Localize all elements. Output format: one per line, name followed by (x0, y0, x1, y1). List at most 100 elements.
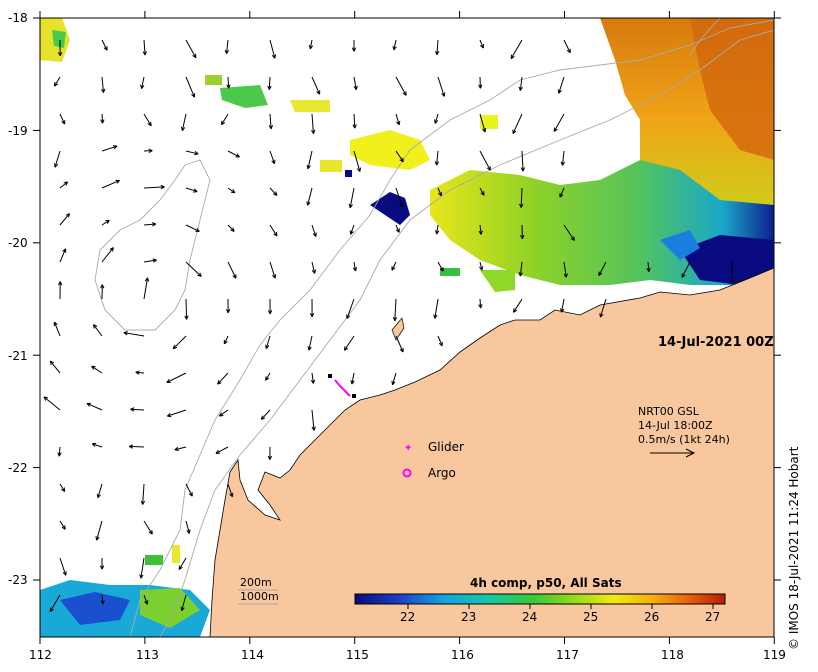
contour-200m-label: 200m (240, 576, 272, 589)
current-arrow-head (269, 310, 273, 315)
current-arrow (599, 298, 607, 318)
current-arrow-head (148, 148, 153, 152)
current-arrow (101, 219, 110, 226)
current-arrow-head (219, 412, 222, 417)
glider-icon: ✦ (404, 443, 412, 454)
current-arrow-head (353, 86, 357, 90)
current-arrow-head (310, 379, 314, 384)
current-arrow (140, 557, 145, 579)
current-arrow-head (348, 203, 351, 208)
current-arrow-head (436, 51, 440, 56)
current-arrow-head (435, 50, 438, 55)
current-arrow-head (480, 230, 483, 235)
current-arrow-head (106, 220, 110, 224)
current-arrow-head (396, 121, 400, 126)
current-arrow-head (232, 189, 236, 194)
current-arrow (226, 39, 229, 54)
current-arrow-head (57, 281, 61, 286)
current-arrow (92, 443, 103, 448)
current-arrow-head (112, 145, 118, 147)
current-arrow (227, 76, 230, 89)
current-arrow (93, 324, 103, 337)
current-arrow (215, 446, 229, 454)
current-arrow-head (193, 188, 198, 192)
current-arrow-head (267, 85, 270, 90)
current-arrow-head (441, 93, 445, 97)
current-legend-scale: 0.5m/s (1kt 24h) (638, 433, 730, 446)
current-arrow-head (144, 51, 147, 56)
current-arrow-head (479, 84, 483, 89)
current-arrow-head (224, 340, 228, 345)
current-arrow-head (558, 90, 562, 94)
current-arrow-head (103, 88, 106, 93)
colorbar-ticks (407, 604, 714, 609)
current-arrow-head (392, 381, 396, 386)
current-arrow (141, 76, 145, 89)
current-arrow-head (91, 443, 96, 447)
current-arrow (512, 113, 523, 134)
current-arrow (101, 76, 105, 93)
plot-frame (39, 17, 775, 638)
current-arrow (437, 261, 444, 272)
current-arrow-head (391, 380, 394, 385)
current-arrow (143, 520, 153, 535)
current-arrow (553, 113, 565, 132)
current-arrow-head (178, 566, 183, 570)
current-arrow-head (268, 125, 272, 130)
current-arrow-head (522, 167, 526, 172)
current-arrow-head (194, 153, 199, 156)
current-arrow-head (311, 269, 316, 274)
current-arrow-head (188, 529, 191, 534)
current-legend-source: NRT00 GSL (638, 405, 699, 418)
current-arrow-head (129, 444, 134, 447)
current-arrow-head (62, 572, 67, 576)
current-arrow-head (433, 314, 436, 319)
current-arrow (353, 261, 357, 272)
current-arrow-head (399, 159, 404, 163)
current-arrow (185, 298, 188, 320)
current-arrow-head (188, 493, 193, 497)
current-arrow-head (140, 574, 144, 579)
current-arrow-head (482, 128, 486, 133)
current-arrow-head (520, 235, 523, 240)
current-arrow (54, 76, 61, 87)
current-arrow (59, 483, 66, 492)
current-arrow-head (215, 449, 219, 454)
current-arrow-head (560, 308, 563, 313)
lon-label: 114 (241, 648, 264, 662)
current-arrow-head (513, 309, 518, 313)
current-arrow (437, 76, 445, 97)
current-arrow-head (105, 219, 110, 222)
current-arrow-head (186, 315, 189, 320)
current-arrow-head (309, 313, 313, 318)
current-arrow (519, 261, 523, 277)
current-arrow-head (392, 316, 396, 322)
current-arrow-head (520, 167, 524, 172)
current-arrow-head (147, 123, 152, 127)
current-arrow-head (352, 124, 356, 129)
current-arrow (437, 335, 443, 347)
current-arrow (311, 224, 317, 237)
current-arrow-head (232, 275, 237, 279)
current-arrow (185, 520, 190, 534)
current-arrow (307, 150, 313, 169)
current-arrow (268, 76, 271, 90)
current-arrow-head (53, 163, 56, 168)
current-arrow-head (91, 365, 96, 368)
current-arrow-head (221, 122, 226, 126)
current-arrow-head (232, 227, 235, 232)
current-arrow (101, 39, 108, 51)
current-arrow (101, 113, 104, 124)
current-arrow-head (443, 92, 446, 97)
current-arrow-head (346, 315, 351, 319)
lat-label: -23 (8, 573, 28, 587)
current-arrow-head (349, 204, 353, 209)
current-arrow-head (600, 313, 604, 318)
current-arrow (269, 150, 275, 164)
current-arrow-head (311, 313, 315, 318)
current-arrow-head (101, 88, 104, 93)
current-arrow-head (111, 247, 114, 252)
current-arrow-head (103, 47, 108, 51)
current-arrow (395, 76, 407, 96)
